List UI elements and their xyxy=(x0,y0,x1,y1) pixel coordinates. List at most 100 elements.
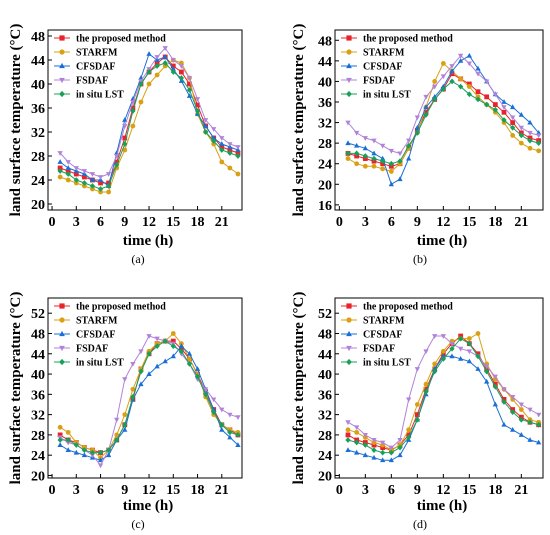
legend-label: the proposed method xyxy=(363,34,453,45)
data-point xyxy=(227,150,233,156)
data-point xyxy=(406,138,412,144)
data-point xyxy=(130,105,136,111)
data-point xyxy=(194,108,201,114)
x-tick-label: 15 xyxy=(462,215,476,230)
data-point xyxy=(122,377,128,383)
legend-marker xyxy=(346,317,352,323)
data-point xyxy=(354,429,360,435)
data-point xyxy=(195,102,200,108)
legend-label: in situ LST xyxy=(76,90,124,101)
data-point xyxy=(202,123,209,128)
data-point xyxy=(65,177,71,183)
data-point xyxy=(211,397,217,403)
data-point xyxy=(130,361,136,367)
data-point xyxy=(97,186,104,192)
data-point xyxy=(371,155,377,162)
data-point xyxy=(154,363,160,369)
data-point xyxy=(492,383,498,390)
data-point xyxy=(154,343,160,350)
data-point xyxy=(466,84,472,89)
data-point xyxy=(130,393,136,400)
data-point xyxy=(518,132,524,139)
data-point xyxy=(114,159,120,165)
y-tick-label: 44 xyxy=(318,55,332,70)
data-point xyxy=(388,449,394,456)
data-point xyxy=(57,174,63,180)
legend-label: FSDAF xyxy=(363,344,395,355)
data-point xyxy=(354,150,360,157)
data-point xyxy=(235,442,241,447)
data-point xyxy=(475,331,481,336)
legend-marker xyxy=(59,35,65,41)
data-point xyxy=(162,46,168,51)
data-point xyxy=(235,153,241,159)
data-point xyxy=(146,51,152,56)
panel-caption: (c) xyxy=(131,517,144,531)
data-point xyxy=(501,105,507,111)
data-point xyxy=(449,71,455,77)
data-point xyxy=(345,150,351,157)
data-point xyxy=(484,364,490,370)
data-point xyxy=(89,172,96,177)
data-point xyxy=(170,58,176,63)
plot-frame xyxy=(47,297,243,479)
legend-marker xyxy=(346,358,352,366)
data-point xyxy=(501,399,507,405)
series-4 xyxy=(345,335,542,456)
y-tick-label: 24 xyxy=(318,158,332,173)
data-point xyxy=(510,120,516,125)
y-axis-title: land surface temperature (°C) xyxy=(291,24,307,217)
data-point xyxy=(162,338,168,344)
y-tick-label: 32 xyxy=(31,409,45,424)
legend-marker xyxy=(59,90,65,98)
data-point xyxy=(154,336,160,342)
series-4 xyxy=(345,78,542,167)
data-point xyxy=(492,92,498,98)
data-point xyxy=(475,366,481,371)
x-axis-title: time (h) xyxy=(123,498,173,514)
data-point xyxy=(527,137,533,144)
data-point xyxy=(536,133,542,139)
data-point xyxy=(219,426,225,432)
data-point xyxy=(138,349,144,355)
data-point xyxy=(492,374,498,380)
data-point xyxy=(510,133,516,138)
data-point xyxy=(202,391,209,398)
x-tick-label: 15 xyxy=(166,483,180,498)
data-point xyxy=(227,412,233,418)
data-point xyxy=(484,79,490,85)
data-point xyxy=(170,343,176,350)
series-1 xyxy=(345,61,542,174)
data-point xyxy=(406,434,412,441)
data-point xyxy=(170,66,176,71)
legend-label: STARFM xyxy=(76,316,118,327)
data-point xyxy=(194,373,201,380)
y-tick-label: 20 xyxy=(318,178,332,193)
data-point xyxy=(449,78,455,85)
data-point xyxy=(345,427,351,433)
legend-marker xyxy=(346,90,352,98)
y-tick-label: 32 xyxy=(318,117,332,132)
x-tick-label: 6 xyxy=(97,483,104,498)
data-point xyxy=(57,151,63,156)
legend-label: FSDAF xyxy=(76,344,108,355)
legend: the proposed method STARFM CFSDAF FSDAF in s… xyxy=(54,34,166,101)
y-tick-label: 48 xyxy=(318,34,332,49)
data-point xyxy=(397,176,403,182)
data-point xyxy=(423,388,429,395)
data-point xyxy=(122,421,128,428)
data-point xyxy=(146,334,152,339)
data-point xyxy=(227,147,233,153)
data-point xyxy=(73,449,79,455)
data-point xyxy=(97,463,104,469)
data-point xyxy=(388,445,394,451)
legend: the proposed method STARFM CFSDAF FSDAF in s… xyxy=(341,34,453,101)
data-point xyxy=(65,429,71,435)
legend-label: CFSDAF xyxy=(363,62,402,73)
data-point xyxy=(414,367,420,372)
data-point xyxy=(362,452,368,458)
legend: the proposed method STARFM CFSDAF FSDAF in s… xyxy=(341,302,453,369)
data-point xyxy=(345,432,351,438)
data-point xyxy=(65,168,71,174)
